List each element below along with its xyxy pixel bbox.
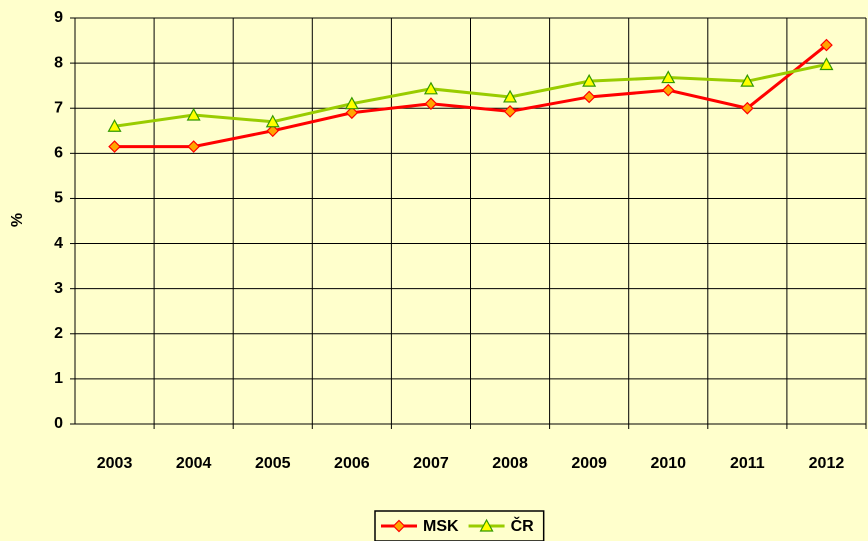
y-axis-label: % xyxy=(9,213,26,227)
y-tick-label: 9 xyxy=(54,9,63,26)
marker xyxy=(582,90,596,104)
marker xyxy=(819,57,834,71)
marker xyxy=(582,73,597,87)
y-tick-label: 3 xyxy=(54,280,63,297)
marker xyxy=(265,114,280,128)
marker xyxy=(392,519,406,533)
marker xyxy=(820,38,833,52)
y-tick-label: 2 xyxy=(54,325,63,342)
x-tick-label: 2007 xyxy=(413,455,449,472)
legend: MSK ČR xyxy=(374,510,545,541)
y-tick-label: 1 xyxy=(54,370,63,387)
marker xyxy=(661,83,675,97)
marker xyxy=(503,89,518,103)
legend-label: ČR xyxy=(511,516,535,535)
marker xyxy=(187,140,200,153)
marker xyxy=(424,97,438,111)
y-tick-label: 6 xyxy=(54,145,63,162)
y-tick-label: 5 xyxy=(54,190,63,207)
x-tick-label: 2010 xyxy=(650,455,686,472)
marker xyxy=(479,518,494,532)
marker xyxy=(108,140,121,153)
x-tick-label: 2005 xyxy=(255,455,291,472)
x-tick-label: 2011 xyxy=(730,455,765,472)
marker xyxy=(741,101,754,115)
x-tick-label: 2006 xyxy=(334,455,370,472)
series-line xyxy=(114,43,828,149)
marker xyxy=(186,107,201,121)
marker xyxy=(503,105,517,118)
y-tick-label: 7 xyxy=(54,99,63,116)
x-tick-label: 2009 xyxy=(571,455,607,472)
x-tick-label: 2012 xyxy=(809,455,845,472)
marker xyxy=(107,119,122,132)
marker xyxy=(344,96,359,110)
marker xyxy=(740,73,755,87)
marker xyxy=(661,70,676,84)
legend-label: MSK xyxy=(423,518,459,535)
y-tick-label: 4 xyxy=(54,235,63,252)
x-tick-label: 2008 xyxy=(492,455,528,472)
marker xyxy=(423,81,438,95)
marker xyxy=(345,106,359,120)
series-line xyxy=(114,62,827,128)
y-tick-label: 0 xyxy=(54,415,63,432)
x-tick-label: 2004 xyxy=(176,455,212,472)
x-tick-label: 2003 xyxy=(97,455,133,472)
marker xyxy=(266,124,280,138)
y-tick-label: 8 xyxy=(54,54,63,71)
